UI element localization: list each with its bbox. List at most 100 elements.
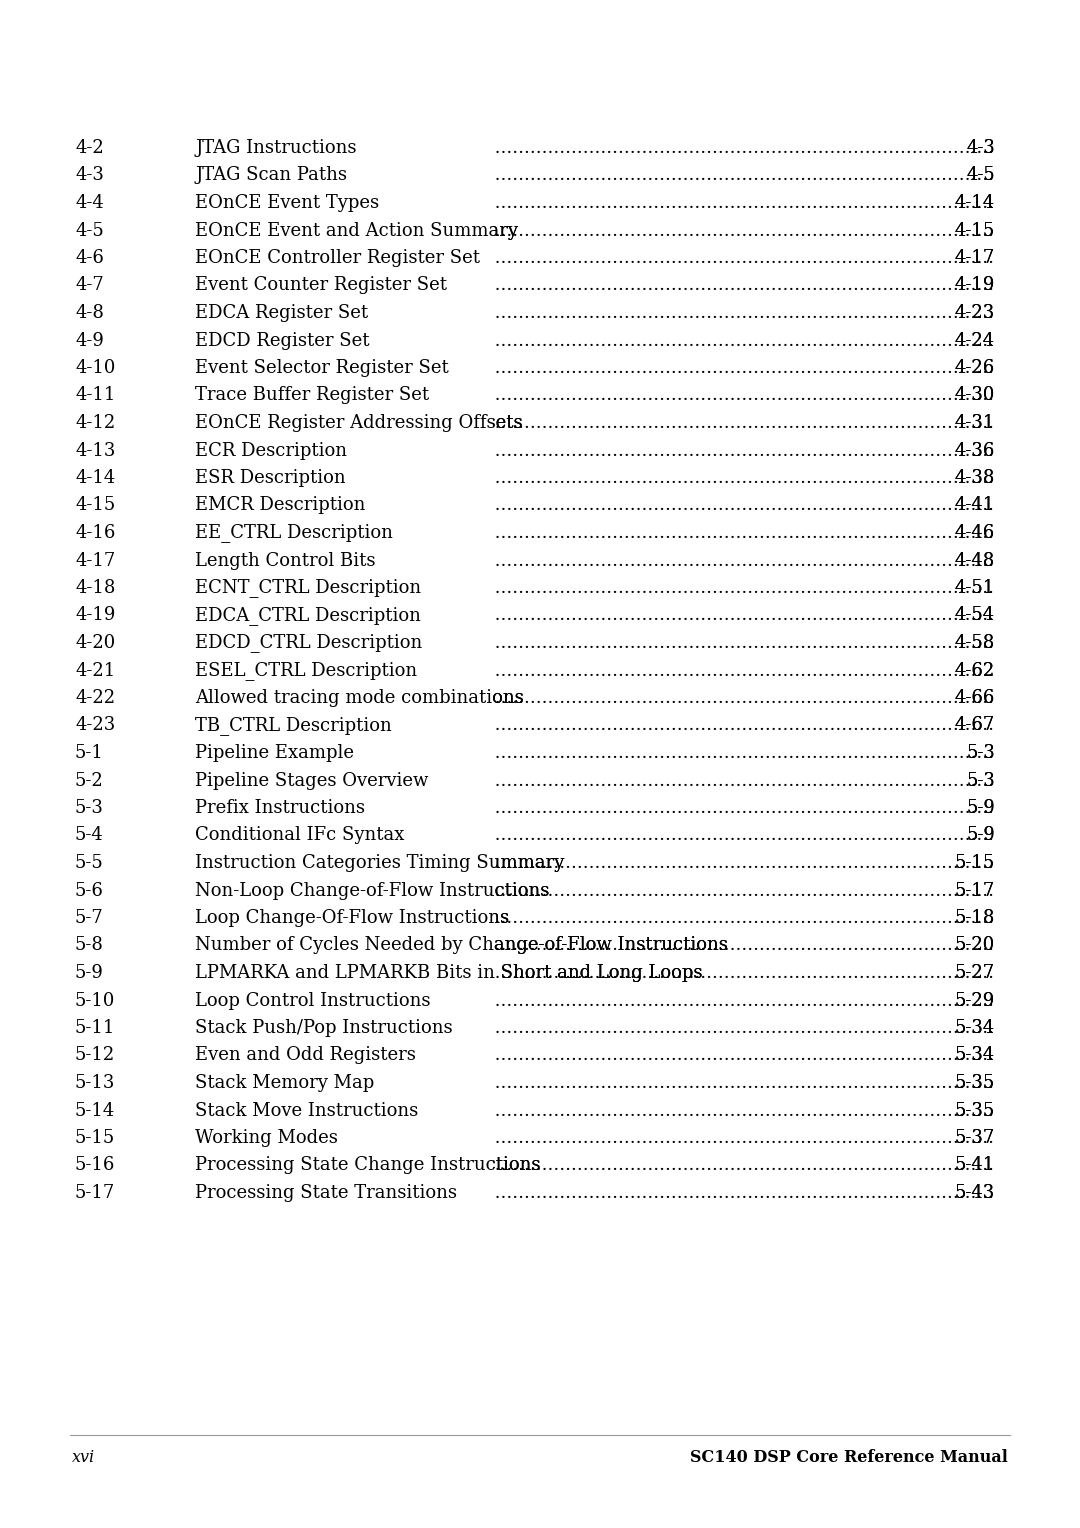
FancyBboxPatch shape	[193, 604, 492, 628]
Text: 4-67: 4-67	[955, 717, 995, 735]
Text: EOnCE Event and Action Summary: EOnCE Event and Action Summary	[195, 222, 518, 240]
Text: 4-10: 4-10	[75, 359, 116, 377]
Text: EE_CTRL Description: EE_CTRL Description	[195, 524, 393, 542]
Text: ................................................................................: ........................................…	[195, 552, 1080, 570]
Text: Loop Control Instructions: Loop Control Instructions	[195, 992, 431, 1010]
Text: 5-3: 5-3	[967, 744, 995, 762]
Text: 4-2: 4-2	[75, 139, 104, 157]
Text: 4-3: 4-3	[967, 139, 995, 157]
FancyBboxPatch shape	[193, 549, 492, 573]
Text: ................................................................................: ........................................…	[195, 992, 1080, 1010]
FancyBboxPatch shape	[193, 906, 492, 931]
FancyBboxPatch shape	[993, 246, 1080, 270]
Text: 5-9: 5-9	[967, 827, 995, 845]
FancyBboxPatch shape	[993, 851, 1080, 876]
FancyBboxPatch shape	[193, 521, 492, 545]
Text: Trace Buffer Register Set: Trace Buffer Register Set	[195, 387, 429, 405]
FancyBboxPatch shape	[993, 906, 1080, 931]
FancyBboxPatch shape	[993, 714, 1080, 738]
Text: ................................................................................: ........................................…	[195, 744, 1080, 762]
Text: EOnCE Controller Register Set: EOnCE Controller Register Set	[195, 249, 480, 267]
Text: 4-5: 4-5	[75, 222, 104, 240]
Text: 5-9: 5-9	[75, 964, 104, 983]
Text: 5-17: 5-17	[75, 1184, 116, 1203]
Text: ................................................................................: ........................................…	[195, 799, 1080, 817]
Text: 4-26: 4-26	[955, 359, 995, 377]
Text: 4-14: 4-14	[955, 194, 995, 212]
Text: 5-37: 5-37	[955, 1129, 995, 1148]
Text: Allowed tracing mode combinations: Allowed tracing mode combinations	[195, 689, 524, 707]
FancyBboxPatch shape	[193, 1181, 492, 1206]
Text: ................................................................................: ........................................…	[195, 579, 1080, 597]
Text: 5-3: 5-3	[967, 772, 995, 790]
Text: Processing State Transitions: Processing State Transitions	[195, 1184, 457, 1203]
Text: 5-35: 5-35	[955, 1102, 995, 1120]
Text: ................................................................................: ........................................…	[195, 634, 1080, 652]
Text: 5-35: 5-35	[955, 1074, 995, 1093]
Text: 5-34: 5-34	[955, 1047, 995, 1065]
Text: 4-66: 4-66	[955, 689, 995, 707]
Text: 5-20: 5-20	[955, 937, 995, 955]
Text: 5-7: 5-7	[75, 909, 104, 927]
FancyBboxPatch shape	[993, 1181, 1080, 1206]
Text: Stack Push/Pop Instructions: Stack Push/Pop Instructions	[195, 1019, 453, 1038]
Text: EDCD Register Set: EDCD Register Set	[195, 332, 369, 350]
Text: ................................................................................: ........................................…	[195, 1019, 1080, 1038]
Text: ................................................................................: ........................................…	[195, 1074, 1080, 1093]
Text: 5-5: 5-5	[75, 854, 104, 872]
Text: 4-17: 4-17	[75, 552, 116, 570]
Text: Non-Loop Change-of-Flow Instructions: Non-Loop Change-of-Flow Instructions	[195, 882, 550, 900]
Text: Conditional IFc Syntax: Conditional IFc Syntax	[195, 827, 404, 845]
FancyBboxPatch shape	[193, 851, 492, 876]
Text: EMCR Description: EMCR Description	[195, 497, 365, 515]
Text: ................................................................................: ........................................…	[195, 469, 1080, 487]
Text: EOnCE Event Types: EOnCE Event Types	[195, 194, 379, 212]
Text: 5-15: 5-15	[75, 1129, 116, 1148]
Text: ................................................................................: ........................................…	[195, 524, 1080, 542]
FancyBboxPatch shape	[193, 163, 492, 188]
Text: 4-46: 4-46	[955, 524, 995, 542]
Text: EDCD Register Set: EDCD Register Set	[195, 332, 369, 350]
Text: 5-17: 5-17	[955, 882, 995, 900]
FancyBboxPatch shape	[193, 769, 492, 793]
FancyBboxPatch shape	[993, 163, 1080, 188]
Text: 5-35: 5-35	[955, 1074, 995, 1093]
Text: 4-14: 4-14	[955, 194, 995, 212]
Text: Length Control Bits: Length Control Bits	[195, 552, 376, 570]
Text: 5-9: 5-9	[967, 799, 995, 817]
FancyBboxPatch shape	[193, 329, 492, 353]
Text: 4-23: 4-23	[75, 717, 116, 735]
Text: 4-48: 4-48	[955, 552, 995, 570]
FancyBboxPatch shape	[993, 576, 1080, 601]
Text: 4-15: 4-15	[75, 497, 116, 515]
Text: 4-12: 4-12	[75, 414, 116, 432]
FancyBboxPatch shape	[193, 741, 492, 766]
Text: 5-18: 5-18	[955, 909, 995, 927]
Text: ................................................................................: ........................................…	[195, 607, 1080, 625]
FancyBboxPatch shape	[193, 1099, 492, 1123]
Text: 4-18: 4-18	[75, 579, 116, 597]
Text: 5-14: 5-14	[75, 1102, 116, 1120]
Text: EDCA Register Set: EDCA Register Set	[195, 304, 368, 322]
Text: ESEL_CTRL Description: ESEL_CTRL Description	[195, 662, 417, 680]
FancyBboxPatch shape	[193, 301, 492, 325]
Text: 4-67: 4-67	[955, 717, 995, 735]
Text: 4-54: 4-54	[955, 607, 995, 625]
Text: ................................................................................: ........................................…	[195, 1047, 1080, 1065]
FancyBboxPatch shape	[193, 191, 492, 215]
Text: 5-1: 5-1	[75, 744, 104, 762]
Text: 4-14: 4-14	[75, 469, 116, 487]
FancyBboxPatch shape	[993, 1071, 1080, 1096]
Text: Working Modes: Working Modes	[195, 1129, 338, 1148]
Text: ................................................................................: ........................................…	[195, 304, 1080, 322]
Text: 4-16: 4-16	[75, 524, 116, 542]
Text: 4-15: 4-15	[955, 222, 995, 240]
Text: 5-15: 5-15	[955, 854, 995, 872]
FancyBboxPatch shape	[193, 439, 492, 463]
Text: ECR Description: ECR Description	[195, 442, 347, 460]
FancyBboxPatch shape	[193, 1016, 492, 1041]
Text: 4-41: 4-41	[955, 497, 995, 515]
Text: 5-43: 5-43	[955, 1184, 995, 1203]
Text: 5-18: 5-18	[955, 909, 995, 927]
Text: Processing State Change Instructions: Processing State Change Instructions	[195, 1157, 540, 1175]
